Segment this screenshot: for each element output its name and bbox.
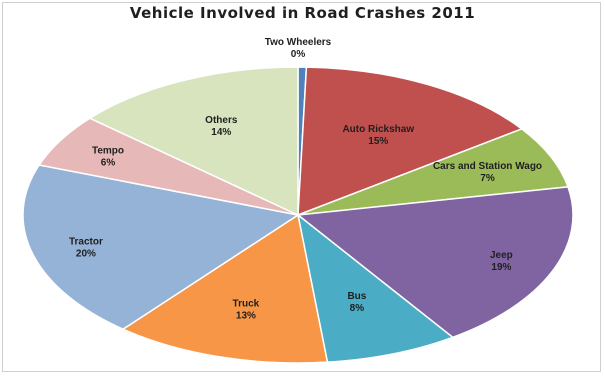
pie-slices <box>22 66 574 364</box>
pie-label-name: Truck <box>233 299 260 310</box>
pie-label-name: Cars and Station Wago <box>433 161 542 172</box>
pie-slice-truck <box>121 213 329 364</box>
pie-label-name: Tractor <box>69 236 103 247</box>
pie-label-value: 14% <box>211 127 231 138</box>
pie-label-value: 13% <box>236 311 256 322</box>
pie-label-value: 19% <box>491 262 511 273</box>
pie-label-value: 6% <box>101 157 116 168</box>
pie-slice-jeep <box>296 186 574 339</box>
pie-label-tempo: Tempo 6% <box>92 145 124 168</box>
pie-label-others: Others 14% <box>205 115 238 138</box>
pie-label-name: Others <box>205 115 238 126</box>
pie-labels: Two Wheelers 0% Auto Rickshaw 15% Cars and S… <box>69 37 542 322</box>
pie-slice-auto-rickshaw <box>297 66 524 217</box>
pie-label-cars-and-station-wago: Cars and Station Wago 7% <box>433 161 542 184</box>
pie-label-name: Auto Rickshaw <box>342 124 414 135</box>
pie-slice-bus <box>296 213 455 363</box>
pie-label-tractor: Tractor 20% <box>69 236 103 259</box>
pie-label-value: 20% <box>76 248 96 259</box>
pie-label-name: Bus <box>347 291 366 302</box>
pie-label-auto-rickshaw: Auto Rickshaw 15% <box>342 124 414 147</box>
pie-label-value: 7% <box>480 173 495 184</box>
pie-slice-tractor <box>22 164 300 331</box>
pie-label-value: 8% <box>350 303 365 314</box>
pie-label-truck: Truck 13% <box>233 299 260 322</box>
pie-label-name: Two Wheelers <box>265 37 332 48</box>
chart-title: Vehicle Involved in Road Crashes 2011 <box>129 4 476 22</box>
pie-label-name: Jeep <box>490 250 513 261</box>
pie-slice-others <box>88 66 299 217</box>
pie-label-bus: Bus 8% <box>347 291 366 314</box>
pie-label-jeep: Jeep 19% <box>490 250 513 273</box>
pie-label-name: Tempo <box>92 145 124 156</box>
pie-label-two-wheelers: Two Wheelers 0% <box>265 37 332 60</box>
pie-label-value: 0% <box>291 49 306 60</box>
pie-label-value: 15% <box>368 136 388 147</box>
